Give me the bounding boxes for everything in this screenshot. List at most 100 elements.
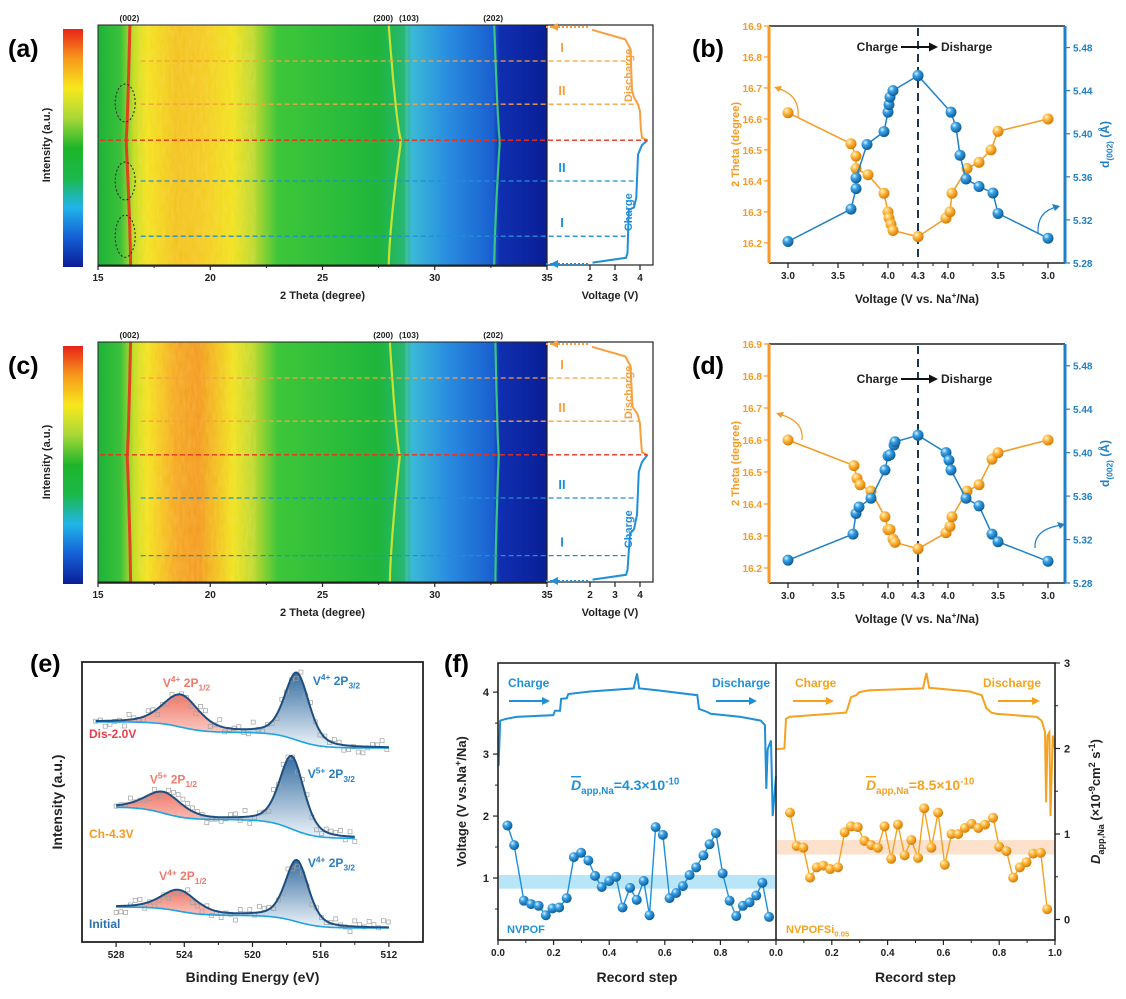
- label-part: /Na): [956, 612, 979, 626]
- label-part: (Å): [1097, 440, 1112, 460]
- peak-trace-0: [124, 24, 133, 266]
- x-tick-label: 0.0: [769, 948, 783, 959]
- mean-diffusivity-label: Dapp,Na=8.5×10-10: [866, 776, 975, 797]
- label-part: Voltage (V vs. Na: [855, 612, 952, 626]
- xps-data-point: [198, 704, 204, 709]
- diffusivity-point: [979, 819, 990, 830]
- label-part: 4+: [321, 672, 331, 682]
- peak-label: V4+ 2P1/2: [159, 867, 207, 885]
- xps-data-point: [166, 787, 171, 793]
- voltage-curve: [776, 672, 1056, 817]
- xps-data-point: [188, 703, 194, 709]
- label-part: cm: [1088, 767, 1103, 786]
- xps-data-point: [164, 701, 170, 707]
- charge-label: Charge: [508, 676, 550, 690]
- panel-f-diffusion: Charge DischargeDapp,Na=4.3×10-10NVPOF0.0…: [453, 658, 1106, 985]
- x-tick-label: 0.6: [936, 948, 950, 959]
- xps-data-point: [174, 697, 180, 702]
- xps-data-point: [331, 737, 337, 742]
- x-tick-label: 0.2: [547, 948, 561, 959]
- xps-data-point: [137, 897, 143, 902]
- diffusivity-point: [879, 821, 890, 832]
- d002-point: [782, 235, 794, 247]
- right-tick-label: 5.36: [1073, 492, 1093, 503]
- two_theta-point: [782, 107, 794, 119]
- x-tick-label: 0.8: [992, 948, 1006, 959]
- xps-data-point: [102, 723, 108, 729]
- highlight-ellipse: [114, 214, 136, 258]
- peak-trace-0: [125, 341, 133, 583]
- y-axis-label: Intensity (a.u.): [49, 755, 65, 850]
- sample-name: NVPOFSi0.05: [786, 924, 850, 938]
- diffusivity-point: [638, 876, 649, 887]
- label-part: 2P: [329, 767, 344, 781]
- peak-fill-2p12: [116, 791, 355, 839]
- left-tick-label: 16.7: [743, 404, 763, 415]
- left-tick-label: 16.4: [743, 500, 763, 511]
- d002-point: [861, 139, 873, 150]
- background-line: [95, 721, 389, 749]
- diffusivity-point: [540, 910, 551, 921]
- label-part: -10: [665, 776, 680, 787]
- left-axis-pointer-arrow-head: [774, 86, 782, 92]
- diffusivity-point: [852, 822, 863, 833]
- two_theta-point: [887, 224, 899, 236]
- diffusivity-point: [631, 894, 642, 905]
- voltage-tick-label: 4: [637, 273, 643, 284]
- peak-label: V4+ 2P3/2: [308, 854, 356, 872]
- diffusivity-point: [832, 862, 843, 873]
- xps-data-point: [145, 708, 151, 714]
- right-tick-label: 5.28: [1073, 579, 1093, 590]
- label-part: 2P: [180, 869, 195, 883]
- fit-line: [95, 671, 389, 749]
- right-axis-label: d(002) (Å): [1097, 440, 1115, 487]
- two_theta-point: [944, 206, 956, 218]
- xps-data-point: [352, 839, 358, 844]
- diffusivity-point: [764, 911, 775, 922]
- label-part: V: [308, 767, 316, 781]
- discharge-arrow-head: [749, 697, 757, 705]
- diffusivity-point: [926, 842, 937, 853]
- left-axis-pointer-arrow-head: [776, 412, 784, 418]
- d002-point: [945, 464, 957, 476]
- label-part: 2: [1087, 762, 1097, 767]
- x-tick-label: 25: [317, 590, 329, 601]
- peak-label: V4+ 2P1/2: [163, 674, 211, 692]
- left-tick-label: 2: [483, 811, 489, 823]
- stage-label: II: [558, 160, 565, 175]
- peak-label: (002): [120, 330, 140, 340]
- diffusivity-point: [988, 812, 999, 823]
- label-part: +: [951, 610, 956, 620]
- diffusivity-point: [704, 839, 715, 850]
- label-part: V: [163, 676, 171, 690]
- two_theta-point: [973, 479, 985, 491]
- diffusivity-point: [1008, 872, 1019, 883]
- label-part: Voltage (V vs.Na: [454, 765, 469, 867]
- x-tick-label: 15: [92, 273, 104, 284]
- label-part: -1: [1087, 743, 1097, 751]
- x-axis-label: 2 Theta (degree): [280, 607, 365, 619]
- xps-data-point: [217, 717, 223, 723]
- two_theta-point: [854, 479, 866, 491]
- label-part: (Å): [1097, 121, 1112, 141]
- xps-data-point: [207, 724, 213, 729]
- x-axis-label: Voltage (V vs. Na+/Na): [855, 290, 979, 306]
- d002-point: [943, 454, 955, 466]
- diffusivity-point: [698, 850, 709, 861]
- diffusivity-point: [533, 900, 544, 911]
- diffusivity-point: [953, 828, 964, 839]
- right-tick-label: 5.40: [1073, 130, 1093, 141]
- xps-data-point: [347, 929, 353, 934]
- diffusivity-point: [576, 847, 587, 858]
- xps-data-point: [156, 794, 162, 800]
- label-part: NVPOFSi: [786, 924, 834, 936]
- label-part: app,Na: [876, 786, 909, 797]
- xps-data-point: [113, 803, 119, 809]
- d002-point: [845, 203, 857, 215]
- diffusivity-point: [1021, 857, 1032, 868]
- peak-label: V5+ 2P1/2: [150, 771, 198, 789]
- xps-data-point: [183, 695, 189, 700]
- label-part: 4+: [171, 674, 181, 684]
- d002-point: [912, 70, 924, 82]
- xps-data-point: [295, 863, 300, 869]
